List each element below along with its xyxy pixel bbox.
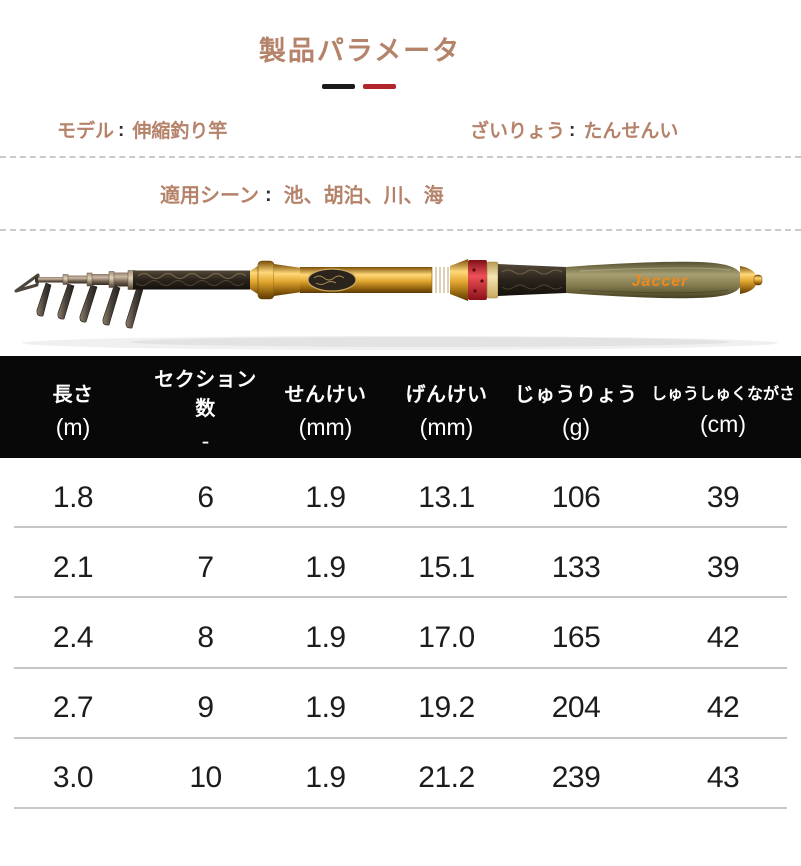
column-header: しゅうしゅくながさ (cm)	[645, 380, 801, 438]
column-unit: -	[201, 428, 210, 454]
column-name: せんけい	[284, 383, 367, 406]
table-cell: 39	[706, 480, 740, 514]
rod-red-ring	[468, 260, 499, 300]
spec-material: ざいりょう: たんせんい	[470, 116, 678, 143]
fishing-rod-image: Jaccer	[0, 230, 801, 356]
table-header: 長さ (m) セクション数 - せんけい (mm) げんけい (mm) じゅうりょう (g) しゅう…	[0, 356, 801, 458]
table-cell: 1.9	[305, 620, 346, 654]
table-cell: 9	[197, 691, 214, 725]
rod-line-guides	[36, 282, 144, 329]
table-cell: 39	[706, 550, 740, 584]
spec-scene-value: 池、胡泊、川、海	[283, 185, 444, 207]
spec-model-value: 伸縮釣り竿	[132, 121, 228, 142]
table-row: 2.7 9 1.9 19.2 204 42	[0, 668, 801, 739]
colon: :	[118, 120, 125, 141]
table-cell: 1.9	[305, 550, 346, 584]
table-cell: 1.8	[52, 480, 94, 514]
spec-model-label: モデル	[57, 121, 115, 142]
colon: :	[569, 120, 576, 141]
table-cell: 43	[706, 761, 740, 795]
column-name: げんけい	[405, 383, 488, 406]
rod-shadow	[22, 336, 778, 350]
rod-end-cap	[740, 266, 763, 294]
table-cell: 106	[551, 480, 601, 514]
table-cell: 17.0	[418, 620, 475, 654]
table-row: 2.1 7 1.9 15.1 133 39	[0, 528, 801, 599]
table-cell: 10	[189, 761, 222, 795]
table-body: 1.8 6 1.9 13.1 106 39 2.1 7 1.9 15.1 133 39 2.4 8 1.9 1…	[0, 458, 801, 810]
rod-carbon-section	[133, 270, 250, 290]
page-title: 製品パラメータ	[258, 36, 462, 66]
column-name: セクション数	[154, 369, 257, 420]
divider-dash-red	[363, 84, 396, 89]
spec-scene-label: 適用シーン	[160, 185, 259, 207]
spec-scene: 適用シーン: 池、胡泊、川、海	[160, 179, 444, 208]
rod-brand-text: Jaccer	[632, 273, 689, 290]
title-divider	[322, 84, 396, 89]
table-cell: 42	[706, 691, 740, 725]
spec-material-value: たんせんい	[583, 121, 679, 142]
table-cell: 165	[551, 620, 601, 654]
divider-dash-black	[322, 84, 355, 89]
column-header: げんけい (mm)	[386, 378, 507, 441]
table-cell: 1.9	[305, 761, 346, 795]
table-cell: 2.4	[52, 620, 94, 654]
spec-model: モデル: 伸縮釣り竿	[57, 116, 227, 143]
dashed-separator	[0, 229, 801, 231]
table-cell: 6	[197, 480, 214, 514]
column-unit: (m)	[55, 413, 91, 440]
fishing-rod-illustration: Jaccer	[14, 259, 778, 350]
dashed-separator	[0, 156, 801, 158]
table-cell: 133	[551, 550, 601, 584]
column-unit: (mm)	[419, 413, 474, 440]
table-cell: 8	[197, 620, 214, 654]
table-row: 2.4 8 1.9 17.0 165 42	[0, 598, 801, 669]
rod-handle: Jaccer	[566, 261, 742, 299]
table-cell: 21.2	[418, 761, 475, 795]
table-cell: 1.9	[305, 480, 346, 514]
column-name: しゅうしゅくながさ	[650, 386, 795, 403]
table-cell: 2.7	[52, 691, 94, 725]
table-cell: 239	[551, 761, 601, 795]
rod-gold-body	[250, 259, 468, 301]
column-name: じゅうりょう	[514, 383, 638, 406]
column-header: セクション数 -	[146, 363, 265, 455]
table-cell: 3.0	[52, 761, 94, 795]
column-unit: (mm)	[298, 413, 353, 440]
column-header: じゅうりょう (g)	[507, 378, 645, 441]
column-unit: (cm)	[700, 411, 746, 437]
rod-carbon-section-2	[498, 264, 566, 296]
table-row: 3.0 10 1.9 21.2 239 43	[0, 738, 801, 810]
table-cell: 7	[197, 550, 214, 584]
table-cell: 1.9	[305, 691, 346, 725]
spec-table: 長さ (m) セクション数 - せんけい (mm) げんけい (mm) じゅうりょう (g) しゅう…	[0, 356, 801, 810]
table-cell: 15.1	[418, 550, 475, 584]
table-cell: 2.1	[52, 550, 94, 584]
colon: :	[265, 184, 272, 206]
table-cell: 42	[706, 620, 740, 654]
column-header: 長さ (m)	[0, 378, 146, 441]
table-row: 1.8 6 1.9 13.1 106 39	[0, 458, 801, 529]
rod-tip-loop	[14, 273, 40, 293]
column-header: せんけい (mm)	[265, 378, 386, 441]
column-name: 長さ	[52, 383, 94, 406]
rod-tip-sections	[38, 270, 136, 290]
spec-material-label: ざいりょう	[470, 121, 566, 142]
table-cell: 19.2	[418, 691, 475, 725]
table-cell: 13.1	[418, 480, 475, 514]
column-unit: (g)	[561, 413, 591, 440]
table-cell: 204	[551, 691, 601, 725]
